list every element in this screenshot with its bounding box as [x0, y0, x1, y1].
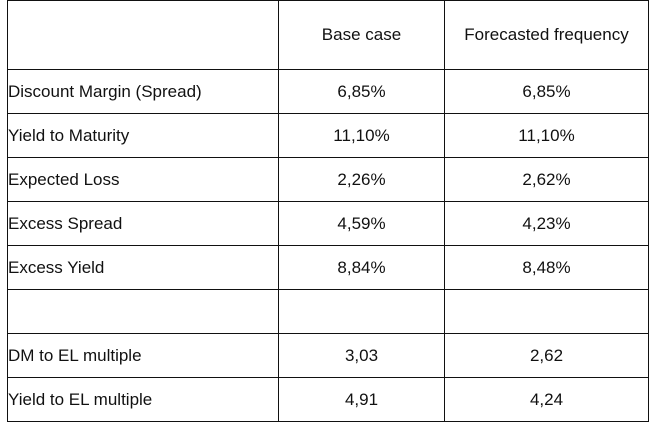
- base-case-value: 11,10%: [278, 113, 445, 158]
- forecast-value: [444, 289, 649, 334]
- base-case-value: 6,85%: [278, 69, 445, 114]
- forecast-value: 8,48%: [444, 245, 649, 290]
- forecast-value: 4,23%: [444, 201, 649, 246]
- row-label: Yield to Maturity: [7, 113, 279, 158]
- forecast-value: 2,62%: [444, 157, 649, 202]
- header-empty-cell: [7, 0, 279, 70]
- base-case-value: 3,03: [278, 333, 445, 378]
- forecast-value: 11,10%: [444, 113, 649, 158]
- row-label: Discount Margin (Spread): [7, 69, 279, 114]
- table-row: Excess Spread 4,59% 4,23%: [7, 201, 649, 246]
- row-label: DM to EL multiple: [7, 333, 279, 378]
- table-row: Expected Loss 2,26% 2,62%: [7, 157, 649, 202]
- table-row: Discount Margin (Spread) 6,85% 6,85%: [7, 69, 649, 114]
- forecast-value: 4,24: [444, 377, 649, 422]
- header-forecasted-frequency: Forecasted frequency: [444, 0, 649, 70]
- table-row-empty: [7, 289, 649, 334]
- row-label: Excess Yield: [7, 245, 279, 290]
- forecast-value: 6,85%: [444, 69, 649, 114]
- table-row: Yield to Maturity 11,10% 11,10%: [7, 113, 649, 158]
- forecast-value: 2,62: [444, 333, 649, 378]
- comparison-table: Base case Forecasted frequency Discount …: [7, 0, 649, 422]
- row-label: Excess Spread: [7, 201, 279, 246]
- base-case-value: 4,59%: [278, 201, 445, 246]
- row-label: Yield to EL multiple: [7, 377, 279, 422]
- table-row: Yield to EL multiple 4,91 4,24: [7, 377, 649, 422]
- base-case-value: 8,84%: [278, 245, 445, 290]
- header-row: Base case Forecasted frequency: [7, 0, 649, 70]
- header-base-case: Base case: [278, 0, 445, 70]
- row-label: [7, 289, 279, 334]
- base-case-value: 2,26%: [278, 157, 445, 202]
- base-case-value: 4,91: [278, 377, 445, 422]
- row-label: Expected Loss: [7, 157, 279, 202]
- table-row: Excess Yield 8,84% 8,48%: [7, 245, 649, 290]
- table-row: DM to EL multiple 3,03 2,62: [7, 333, 649, 378]
- base-case-value: [278, 289, 445, 334]
